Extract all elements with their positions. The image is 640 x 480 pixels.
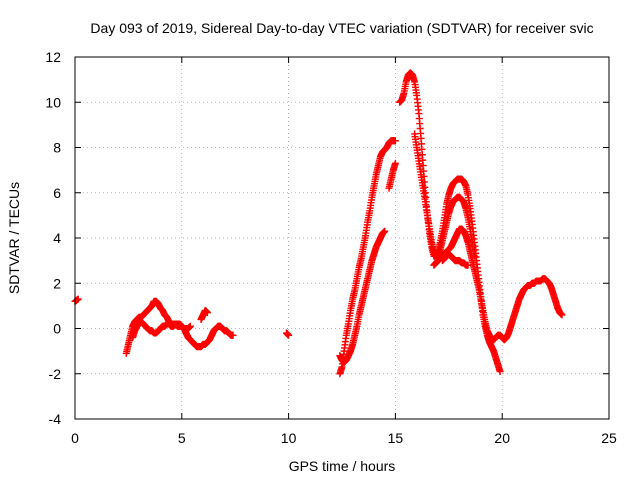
data-point [496, 367, 504, 375]
axis-ticks: 0 5 10 15 20 25 -4 -2 0 2 4 6 8 10 12 [45, 49, 617, 446]
data-point [391, 137, 399, 145]
data-point [285, 331, 293, 339]
data-point [464, 261, 472, 269]
y-tick-label: 4 [53, 230, 61, 246]
y-tick-label: -2 [49, 366, 62, 382]
x-tick-label: 25 [601, 430, 617, 446]
y-tick-label: 12 [45, 49, 61, 65]
chart-title: Day 093 of 2019, Sidereal Day-to-day VTE… [90, 20, 593, 36]
y-tick-label: 2 [53, 275, 61, 291]
data-point [74, 295, 82, 303]
grid-lines [75, 57, 609, 419]
y-tick-label: 0 [53, 321, 61, 337]
y-tick-label: 10 [45, 94, 61, 110]
x-tick-label: 10 [281, 430, 297, 446]
data-point [391, 159, 399, 167]
x-tick-label: 0 [71, 430, 79, 446]
data-point [558, 311, 566, 319]
x-tick-label: 5 [178, 430, 186, 446]
y-tick-label: -4 [49, 411, 62, 427]
y-tick-label: 6 [53, 185, 61, 201]
x-axis-label: GPS time / hours [289, 458, 396, 474]
y-tick-label: 8 [53, 140, 61, 156]
x-tick-label: 20 [494, 430, 510, 446]
data-point [186, 322, 194, 330]
data-point [229, 331, 237, 339]
data-point [203, 309, 211, 317]
x-tick-label: 15 [388, 430, 404, 446]
data-point [381, 227, 389, 235]
y-axis-label: SDTVAR / TECUs [6, 182, 22, 294]
data-points [71, 69, 566, 378]
